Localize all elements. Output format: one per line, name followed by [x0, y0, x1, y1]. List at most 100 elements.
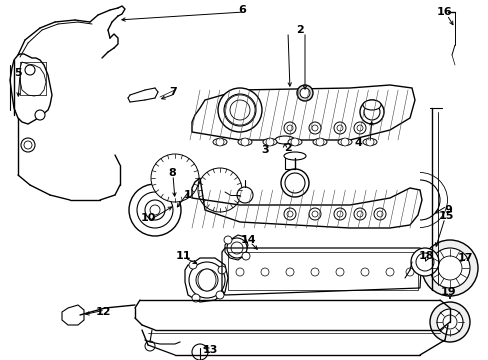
- Circle shape: [405, 268, 413, 276]
- Circle shape: [429, 248, 469, 288]
- Circle shape: [299, 88, 309, 98]
- Circle shape: [285, 268, 293, 276]
- Circle shape: [218, 266, 225, 274]
- Ellipse shape: [287, 139, 302, 145]
- Ellipse shape: [337, 139, 351, 145]
- Text: 4: 4: [353, 138, 361, 148]
- Ellipse shape: [362, 139, 376, 145]
- Circle shape: [363, 104, 379, 120]
- Circle shape: [286, 211, 292, 217]
- Circle shape: [137, 192, 173, 228]
- Text: 17: 17: [456, 253, 472, 263]
- Circle shape: [145, 200, 164, 220]
- Circle shape: [365, 138, 373, 146]
- Text: 2: 2: [296, 25, 303, 35]
- Circle shape: [284, 208, 295, 220]
- Bar: [227, 252, 417, 290]
- Circle shape: [333, 208, 346, 220]
- Circle shape: [151, 154, 199, 202]
- Text: 5: 5: [14, 68, 22, 78]
- Circle shape: [216, 138, 224, 146]
- Circle shape: [436, 309, 462, 335]
- Circle shape: [284, 122, 295, 134]
- Circle shape: [145, 341, 155, 351]
- Ellipse shape: [263, 139, 276, 145]
- Circle shape: [410, 248, 438, 276]
- Circle shape: [415, 253, 433, 271]
- Circle shape: [310, 268, 318, 276]
- Text: 15: 15: [437, 211, 453, 221]
- Circle shape: [229, 100, 249, 120]
- Circle shape: [286, 125, 292, 131]
- Text: 9: 9: [443, 205, 451, 215]
- Circle shape: [216, 291, 224, 299]
- Circle shape: [356, 125, 362, 131]
- Circle shape: [192, 344, 207, 360]
- Text: 7: 7: [169, 87, 177, 97]
- Circle shape: [196, 269, 218, 291]
- Circle shape: [429, 302, 469, 342]
- Ellipse shape: [274, 136, 294, 144]
- Circle shape: [35, 110, 45, 120]
- Circle shape: [213, 183, 226, 197]
- Text: 12: 12: [95, 307, 110, 317]
- Circle shape: [290, 138, 298, 146]
- Circle shape: [24, 141, 32, 149]
- Circle shape: [281, 169, 308, 197]
- Circle shape: [202, 172, 238, 208]
- Circle shape: [359, 100, 383, 124]
- Circle shape: [353, 208, 365, 220]
- Ellipse shape: [312, 139, 326, 145]
- Circle shape: [261, 268, 268, 276]
- Ellipse shape: [238, 139, 251, 145]
- Ellipse shape: [284, 152, 305, 160]
- Circle shape: [224, 94, 256, 126]
- Circle shape: [373, 208, 385, 220]
- Circle shape: [356, 211, 362, 217]
- Circle shape: [237, 187, 252, 203]
- Circle shape: [335, 268, 343, 276]
- Circle shape: [311, 125, 317, 131]
- Circle shape: [189, 262, 224, 298]
- Circle shape: [21, 138, 35, 152]
- Circle shape: [421, 240, 477, 296]
- Circle shape: [167, 170, 183, 186]
- Circle shape: [442, 315, 456, 329]
- Circle shape: [360, 268, 368, 276]
- Circle shape: [265, 138, 273, 146]
- Circle shape: [150, 205, 160, 215]
- Circle shape: [315, 138, 324, 146]
- Circle shape: [376, 211, 382, 217]
- Text: 10: 10: [140, 213, 155, 223]
- Circle shape: [25, 65, 35, 75]
- Ellipse shape: [198, 269, 216, 291]
- Circle shape: [308, 208, 320, 220]
- Circle shape: [155, 158, 195, 198]
- Text: 1: 1: [184, 190, 191, 200]
- Circle shape: [189, 261, 197, 269]
- Circle shape: [224, 236, 231, 244]
- Circle shape: [311, 211, 317, 217]
- Text: 18: 18: [417, 251, 433, 261]
- Text: 16: 16: [436, 7, 452, 17]
- Circle shape: [129, 184, 181, 236]
- Circle shape: [285, 173, 305, 193]
- Circle shape: [336, 125, 342, 131]
- Circle shape: [353, 122, 365, 134]
- Circle shape: [192, 294, 200, 302]
- Circle shape: [236, 268, 244, 276]
- Circle shape: [340, 138, 348, 146]
- Circle shape: [198, 168, 242, 212]
- Circle shape: [171, 174, 179, 182]
- Circle shape: [308, 122, 320, 134]
- Text: 14: 14: [240, 235, 255, 245]
- Text: 13: 13: [202, 345, 217, 355]
- Text: 3: 3: [261, 145, 268, 155]
- Circle shape: [207, 178, 231, 202]
- Text: 6: 6: [238, 5, 245, 15]
- Circle shape: [242, 252, 249, 260]
- Circle shape: [333, 122, 346, 134]
- Text: 19: 19: [439, 287, 455, 297]
- Circle shape: [437, 256, 461, 280]
- Ellipse shape: [213, 139, 226, 145]
